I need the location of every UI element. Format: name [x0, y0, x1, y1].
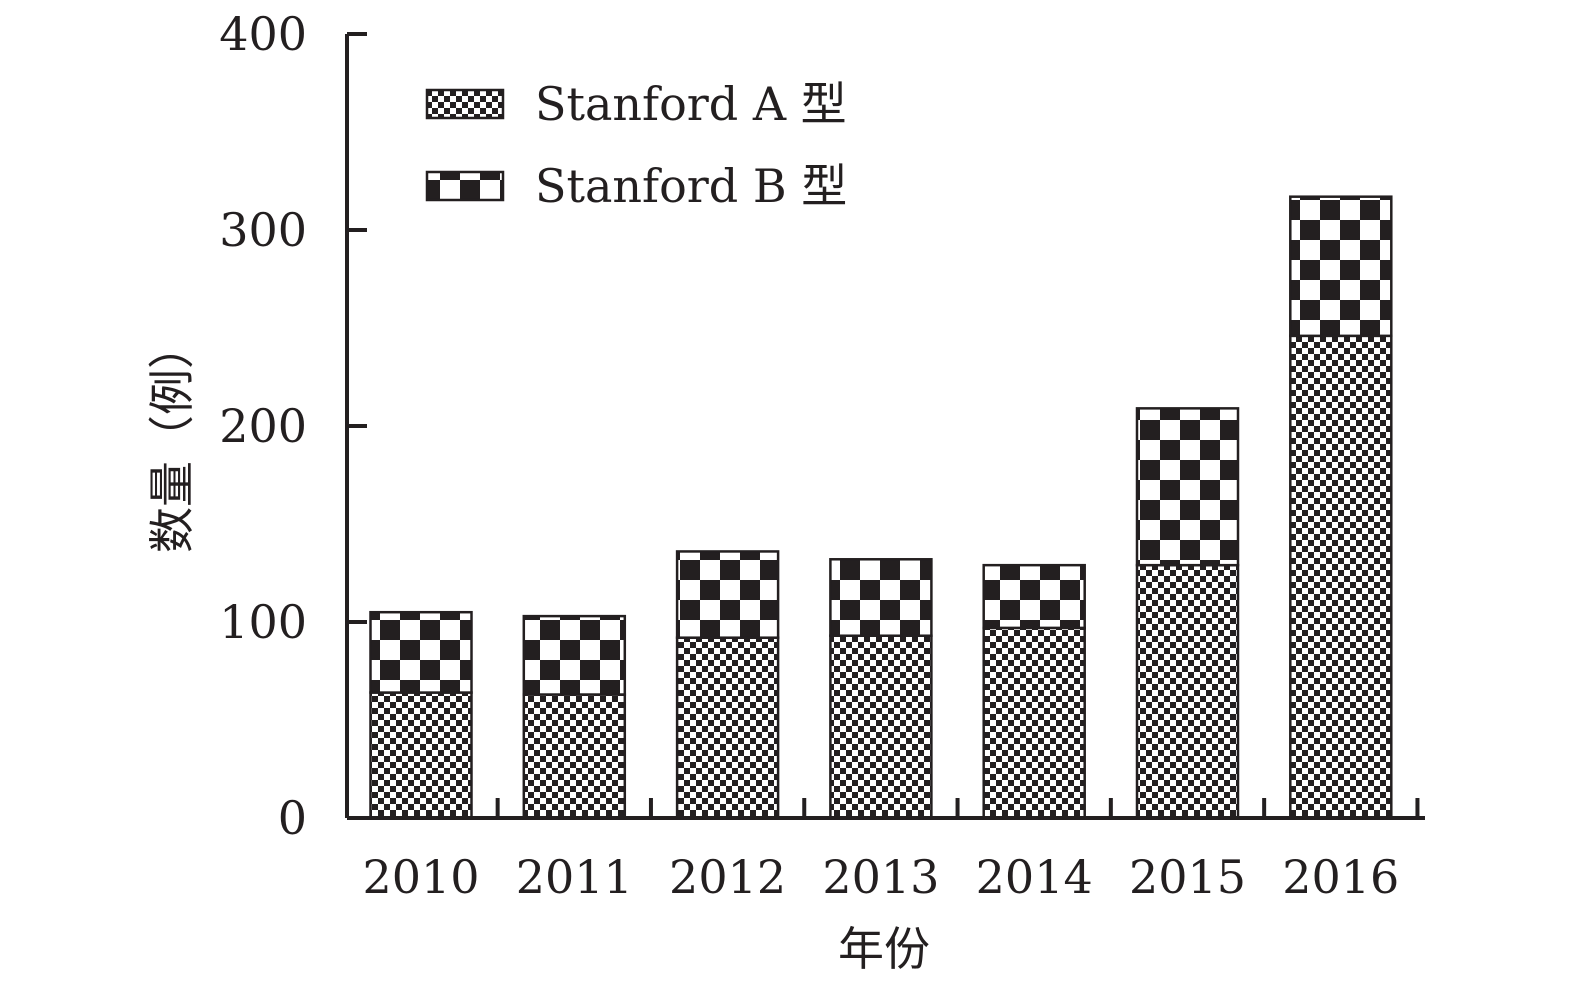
bar-2010-series-1: [369, 691, 473, 820]
bar-2010-series-2: [369, 610, 473, 694]
bar-2013-series-2: [829, 558, 933, 637]
bar-2016-series-1: [1289, 334, 1393, 820]
x-axis-title: 年份: [838, 922, 930, 976]
y-tick-label-100: 100: [219, 595, 307, 649]
bar-2011-series-1: [522, 693, 627, 820]
legend-swatch-series-1: [425, 88, 505, 120]
y-axis-title: 数量（例）: [145, 323, 199, 553]
x-tick-label-2014: 2014: [976, 850, 1093, 904]
legend-label-series-2: Stanford B 型: [535, 159, 847, 213]
bar-2012-series-2: [675, 550, 780, 639]
x-tick-label-2015: 2015: [1129, 850, 1246, 904]
bar-2011-series-2: [522, 614, 627, 696]
x-tick-label-2013: 2013: [822, 850, 939, 904]
x-tick-label-2010: 2010: [362, 850, 479, 904]
legend: Stanford A 型 Stanford B 型: [425, 77, 847, 213]
bar-2013-series-1: [829, 634, 933, 820]
legend-swatch-series-2: [425, 170, 505, 202]
x-tick-label-2012: 2012: [669, 850, 786, 904]
axes-layer: [345, 32, 1425, 820]
x-tick-label-2011: 2011: [516, 850, 633, 904]
bars-layer: [369, 195, 1393, 820]
y-tick-label-300: 300: [219, 203, 307, 257]
labels-layer: 0 100 200 300 400 2010 2011 2012 2013 2014 2015 201…: [145, 7, 1399, 976]
bar-2014-series-2: [982, 563, 1086, 630]
bar-2015-series-2: [1135, 407, 1240, 567]
y-tick-label-200: 200: [219, 399, 307, 453]
bar-2014-series-1: [982, 626, 1086, 820]
y-tick-label-0: 0: [278, 791, 307, 845]
bar-2016-series-2: [1289, 195, 1393, 338]
bar-2015-series-1: [1135, 563, 1240, 820]
y-tick-label-400: 400: [219, 7, 307, 61]
legend-label-series-1: Stanford A 型: [535, 77, 847, 131]
x-tick-label-2016: 2016: [1282, 850, 1399, 904]
bar-2012-series-1: [675, 636, 780, 820]
